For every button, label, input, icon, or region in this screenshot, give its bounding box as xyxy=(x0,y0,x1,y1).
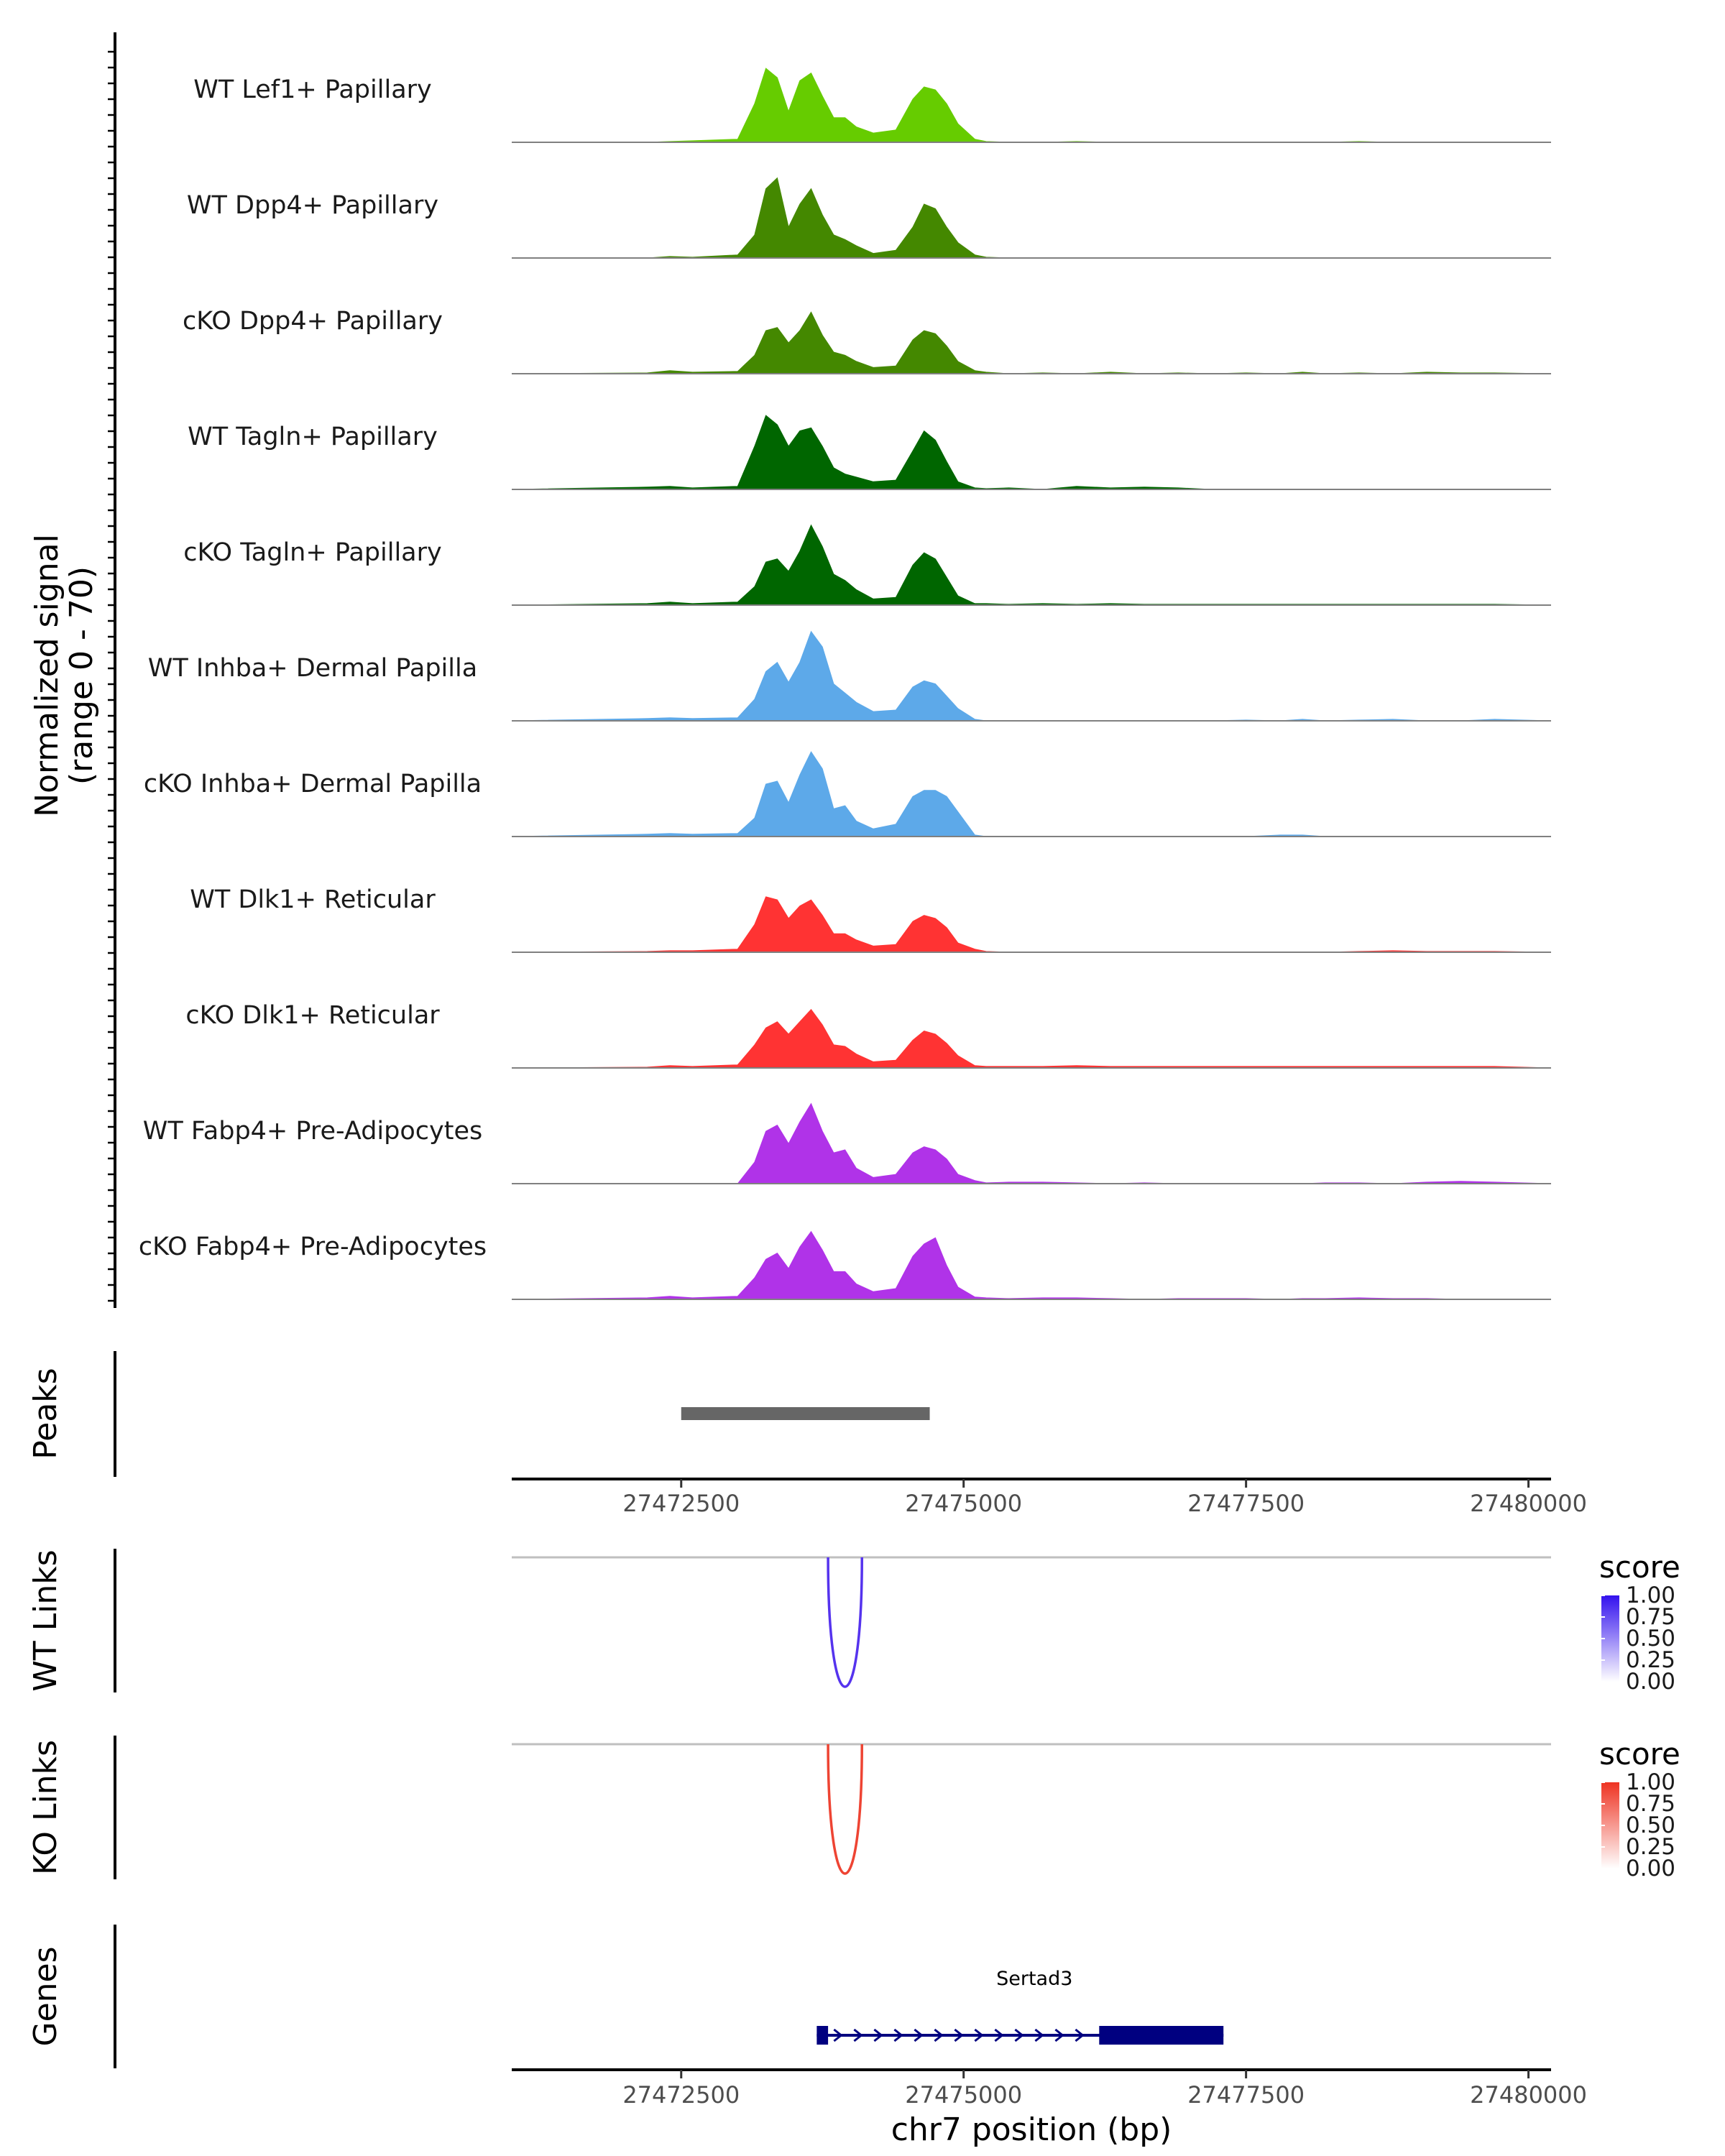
coverage-track: WT Inhba+ Dermal Papilla xyxy=(148,630,1552,722)
coverage-track: WT Fabp4+ Pre-Adipocytes xyxy=(143,1102,1552,1184)
coverage-area xyxy=(511,896,1552,953)
legend-tick-label: 1.00 xyxy=(1626,1769,1675,1795)
coverage-area xyxy=(512,1102,1552,1184)
coverage-area xyxy=(511,1230,1551,1300)
x-tick-label: 27477500 xyxy=(1187,2081,1305,2109)
link-arc xyxy=(827,1557,863,1688)
legend-tick-label: 0.50 xyxy=(1626,1812,1675,1838)
legend-tick-label: 0.00 xyxy=(1626,1856,1675,1881)
strand-arrow xyxy=(974,2028,984,2042)
legend-tick-label: 0.00 xyxy=(1626,1669,1675,1695)
coverage-area xyxy=(512,68,1551,143)
genes-track: Genes Sertad3 xyxy=(27,1925,1224,2068)
coverage-area xyxy=(511,751,1551,837)
coverage-track-label: WT Dpp4+ Papillary xyxy=(187,191,438,220)
coverage-track-label: WT Inhba+ Dermal Papilla xyxy=(148,654,477,683)
link-arc xyxy=(827,1743,863,1875)
x-axis-bottom: chr7 position (bp) 27472500 27475000 27477… xyxy=(512,2068,1587,2148)
coverage-area xyxy=(511,1008,1552,1069)
coverage-area xyxy=(511,524,1552,606)
coverage-track-label: WT Dlk1+ Reticular xyxy=(190,885,436,914)
strand-arrow xyxy=(893,2028,903,2042)
coverage-track: WT Dlk1+ Reticular xyxy=(190,885,1552,953)
x-tick-label: 27475000 xyxy=(905,1490,1022,1517)
coverage-area xyxy=(511,311,1552,374)
legend-tick-label: 0.25 xyxy=(1626,1647,1675,1673)
coverage-ylabel: Normalized signal xyxy=(29,534,65,817)
genes-label: Genes xyxy=(27,1946,64,2046)
legend-tick-label: 1.00 xyxy=(1626,1583,1675,1608)
strand-arrow xyxy=(1014,2028,1024,2042)
peak-region xyxy=(681,1407,930,1420)
legend-tick-label: 0.25 xyxy=(1626,1834,1675,1860)
strand-arrow xyxy=(833,2028,843,2042)
strand-arrow xyxy=(914,2028,924,2042)
x-tick-label: 27472500 xyxy=(622,1490,740,1517)
gene-exon xyxy=(1099,2026,1224,2045)
strand-arrow xyxy=(1054,2028,1064,2042)
coverage-track-label: WT Lef1+ Papillary xyxy=(193,75,432,104)
strand-arrow xyxy=(934,2028,944,2042)
coverage-track-label: cKO Inhba+ Dermal Papilla xyxy=(144,770,482,798)
coverage-track: WT Tagln+ Papillary xyxy=(188,415,1551,490)
coverage-track-label: cKO Fabp4+ Pre-Adipocytes xyxy=(139,1233,487,1261)
coverage-area xyxy=(512,177,1551,259)
peaks-track: Peaks xyxy=(27,1351,930,1477)
strand-arrow xyxy=(954,2028,964,2042)
legend-tick-label: 0.75 xyxy=(1626,1604,1675,1630)
legend-tick-label: 0.50 xyxy=(1626,1626,1675,1651)
coverage-track-label: cKO Tagln+ Papillary xyxy=(183,538,442,567)
strand-arrow xyxy=(1034,2028,1044,2042)
coverage-area xyxy=(511,415,1551,490)
legend-title: score xyxy=(1599,1736,1680,1772)
coverage-track-label: WT Fabp4+ Pre-Adipocytes xyxy=(143,1117,482,1146)
legend-tick-label: 0.75 xyxy=(1626,1791,1675,1817)
legend-title: score xyxy=(1599,1549,1680,1585)
coverage-track: cKO Dlk1+ Reticular xyxy=(185,1001,1552,1069)
coverage-area xyxy=(511,630,1552,722)
coverage-yrange-label: (range 0 - 70) xyxy=(63,566,100,785)
strand-arrow xyxy=(994,2028,1004,2042)
strand-arrow xyxy=(853,2028,863,2042)
strand-arrow xyxy=(1075,2028,1085,2042)
gene-name: Sertad3 xyxy=(996,1968,1072,1990)
coverage-track: WT Dpp4+ Papillary xyxy=(187,177,1551,259)
links-label: WT Links xyxy=(27,1549,64,1691)
coverage-tracks: WT Lef1+ Papillary WT Dpp4+ Papillary cKO … xyxy=(139,68,1552,1300)
coverage-track: cKO Fabp4+ Pre-Adipocytes xyxy=(139,1230,1551,1300)
x-tick-label: 27477500 xyxy=(1187,1490,1305,1517)
strand-arrow xyxy=(873,2028,883,2042)
coverage-y-axis: Normalized signal (range 0 - 70) xyxy=(29,32,116,1308)
coverage-track-label: WT Tagln+ Papillary xyxy=(188,423,438,451)
coverage-track-label: cKO Dpp4+ Papillary xyxy=(183,307,443,336)
coverage-track: WT Lef1+ Papillary xyxy=(193,68,1551,143)
coverage-track: cKO Tagln+ Papillary xyxy=(183,524,1552,606)
links-label: KO Links xyxy=(27,1740,64,1875)
x-tick-label: 27475000 xyxy=(905,2081,1022,2109)
x-axis-top: 27472500 27475000 27477500 27480000 xyxy=(512,1478,1587,1517)
coverage-y-ticks xyxy=(108,50,115,1302)
coverage-track-label: cKO Dlk1+ Reticular xyxy=(185,1001,440,1030)
x-tick-label: 27480000 xyxy=(1470,1490,1587,1517)
x-axis-title: chr7 position (bp) xyxy=(891,2111,1172,2148)
coverage-track: cKO Dpp4+ Papillary xyxy=(183,307,1552,374)
x-tick-label: 27480000 xyxy=(1470,2081,1587,2109)
peaks-label: Peaks xyxy=(27,1368,64,1459)
gene-exon xyxy=(816,2026,829,2045)
x-tick-label: 27472500 xyxy=(622,2081,740,2109)
coverage-track: cKO Inhba+ Dermal Papilla xyxy=(144,751,1551,837)
gene: Sertad3 xyxy=(816,1968,1224,2045)
